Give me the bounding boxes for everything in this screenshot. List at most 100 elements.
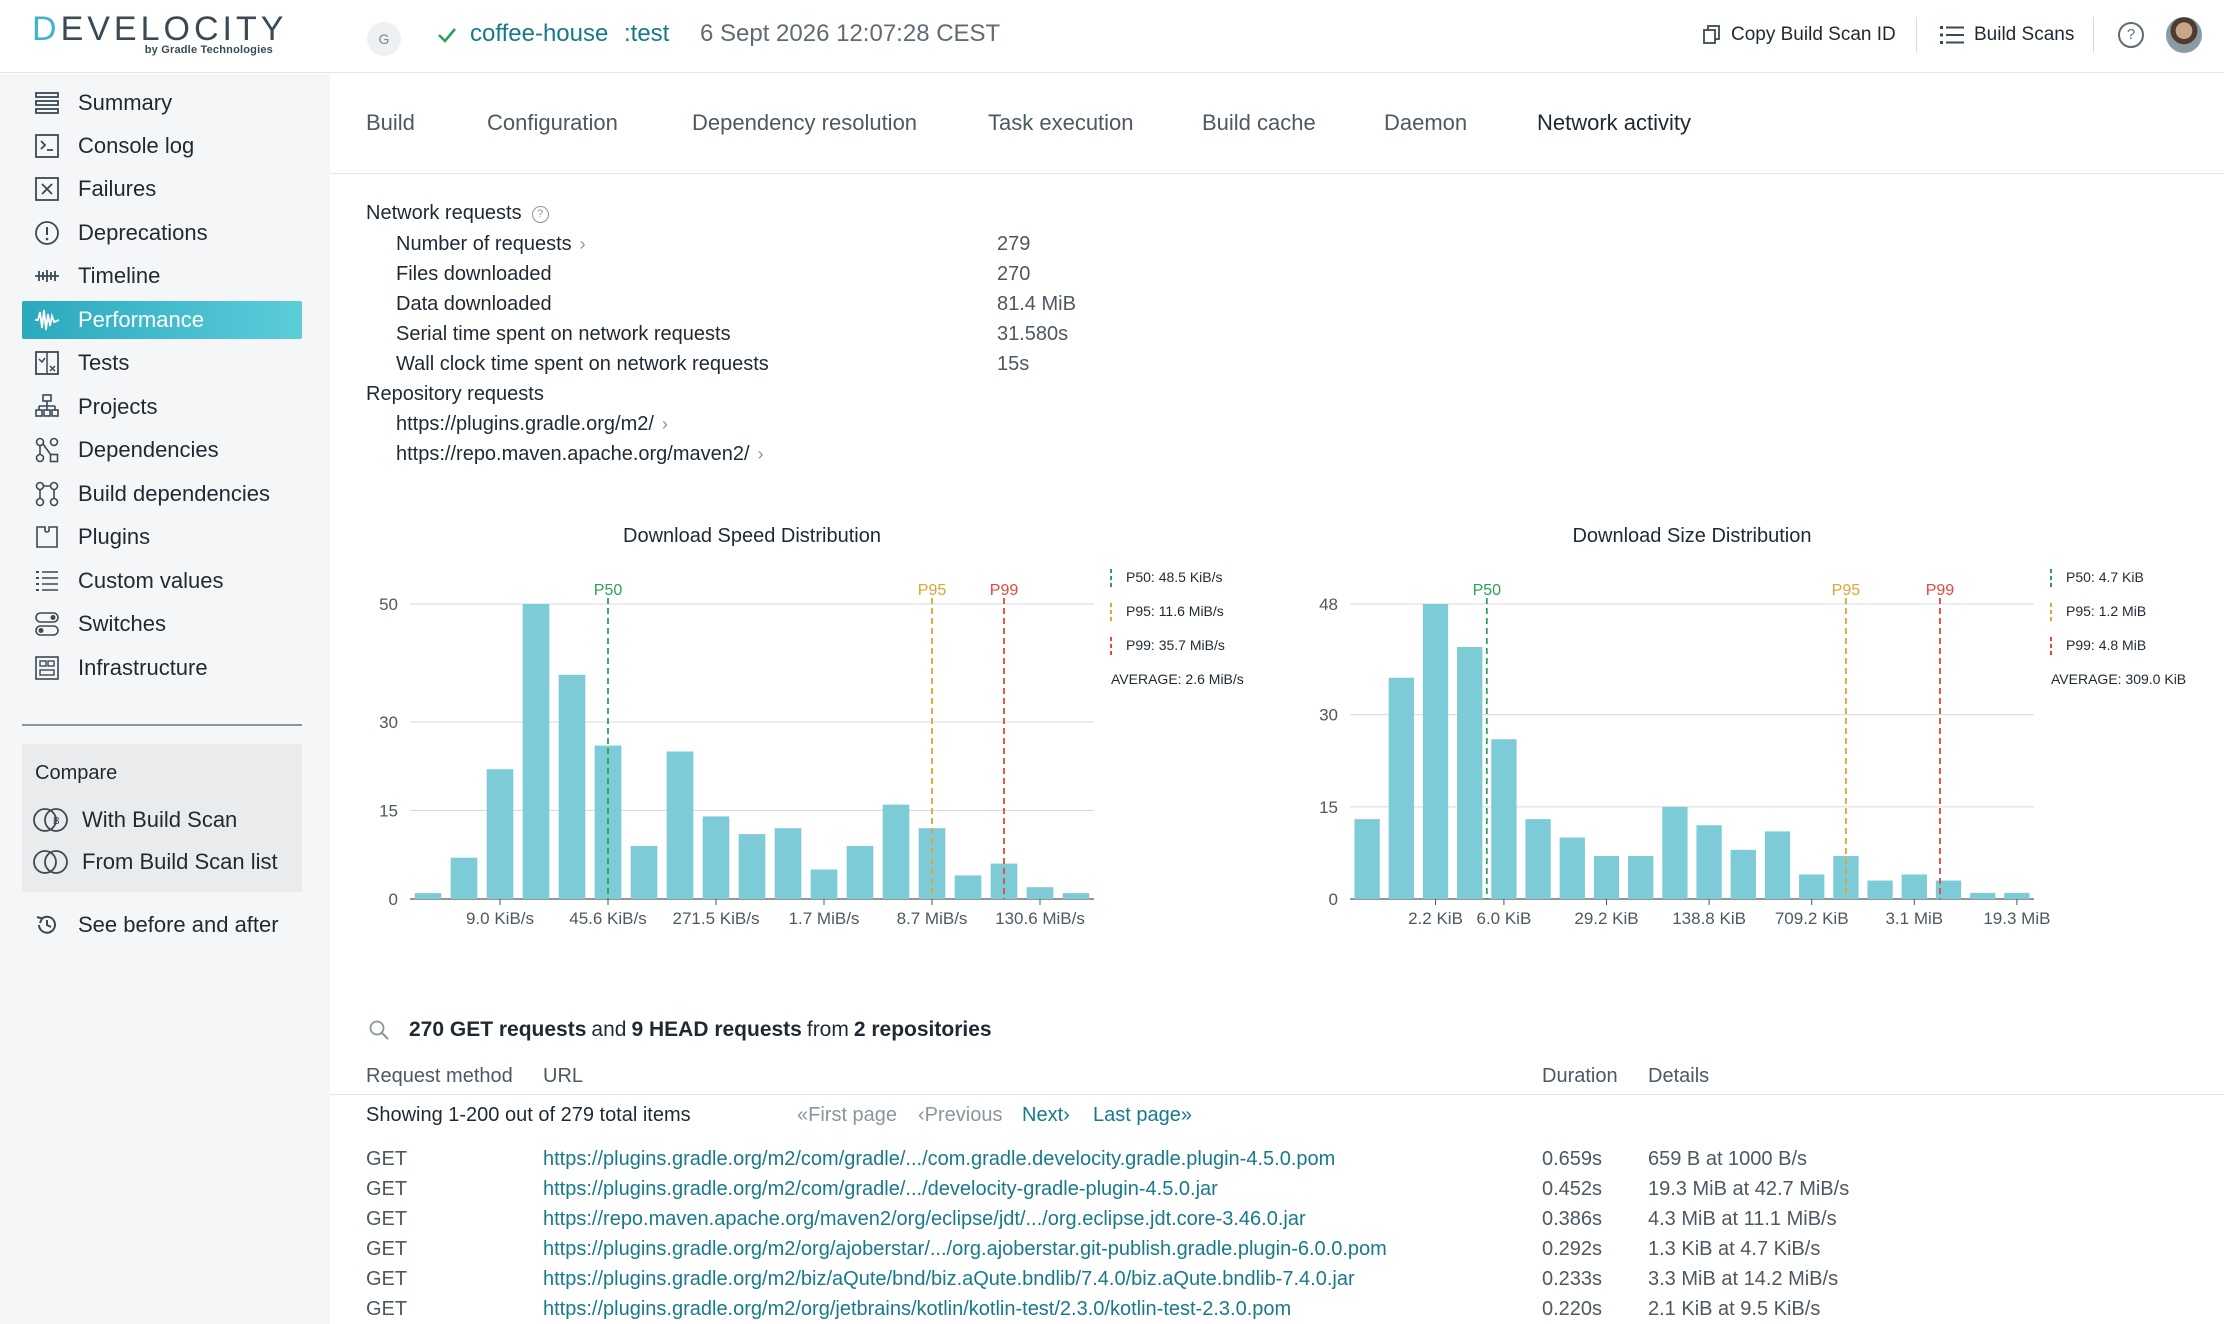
histogram-bar[interactable] [1457,647,1483,899]
tab-daemon[interactable]: Daemon [1384,110,1468,135]
histogram-bar[interactable] [1491,739,1517,899]
compare-with-build-scan[interactable]: B With Build Scan [32,802,237,838]
get-requests-count: 270 GET requests [409,1018,587,1041]
sidebar-item-label: Build dependencies [78,481,271,506]
sidebar-item-summary[interactable]: Summary [22,84,302,122]
repository-requests-title: Repository requests [366,383,544,405]
user-avatar[interactable] [2166,17,2202,53]
histogram-bar[interactable] [702,816,730,899]
histogram-bar[interactable] [1062,893,1090,899]
histogram-bar[interactable] [1970,892,1996,899]
see-before-and-after[interactable]: See before and after [22,906,302,944]
first-page-link[interactable]: «First page [797,1104,898,1126]
histogram-bar[interactable] [1525,819,1551,899]
copy-build-scan-id-button[interactable]: Copy Build Scan ID [1703,20,1896,50]
histogram-bar[interactable] [1764,831,1791,899]
request-url[interactable]: https://plugins.gradle.org/m2/org/ajober… [543,1238,1387,1260]
histogram-bar[interactable] [1662,806,1688,899]
sidebar-item-projects[interactable]: Projects [22,388,302,426]
sidebar-item-label: Performance [78,307,204,332]
repository-link[interactable]: https://plugins.gradle.org/m2/ › [396,413,668,436]
col-duration[interactable]: Duration [1542,1065,1618,1087]
histogram-bar[interactable] [738,834,766,899]
build-scans-button[interactable]: Build Scans [1940,20,2074,50]
histogram-bar[interactable] [1696,825,1722,899]
request-url[interactable]: https://plugins.gradle.org/m2/com/gradle… [543,1178,1218,1200]
histogram-bar[interactable] [486,769,514,899]
sidebar-item-switches[interactable]: Switches [22,605,302,643]
histogram-bar[interactable] [2004,892,2030,899]
sidebar-item-custom-values[interactable]: Custom values [22,562,302,600]
histogram-bar[interactable] [414,893,442,899]
request-duration: 0.452s [1542,1178,1603,1200]
sidebar-item-timeline[interactable]: Timeline [22,257,302,295]
repository-link[interactable]: https://repo.maven.apache.org/maven2/ › [396,443,764,466]
tab-network-activity[interactable]: Network activity [1537,110,1692,135]
compare-with-label: With Build Scan [82,807,238,832]
histogram-bar[interactable] [1628,855,1654,899]
tab-configuration[interactable]: Configuration [487,110,618,135]
histogram-bar[interactable] [1867,880,1893,899]
network-requests-title: Network requests? [366,202,549,225]
tab-dependency-resolution[interactable]: Dependency resolution [692,110,918,135]
number-of-requests-link[interactable]: Number of requests › [396,233,586,256]
sidebar-item-performance[interactable]: Performance [22,301,302,339]
histogram-bar[interactable] [1799,874,1825,899]
sidebar-item-deprecations[interactable]: Deprecations [22,214,302,252]
histogram-bar[interactable] [1422,604,1449,899]
request-url[interactable]: https://plugins.gradle.org/m2/com/gradle… [543,1148,1336,1170]
sidebar-item-label: Dependencies [78,437,219,462]
histogram-bar[interactable] [1730,849,1756,899]
histogram-bar[interactable] [522,604,550,899]
histogram-bar[interactable] [810,869,838,900]
histogram-bar[interactable] [882,804,910,899]
histogram-bar[interactable] [954,875,982,899]
histogram-bar[interactable] [1559,837,1585,899]
histogram-bar[interactable] [630,845,658,899]
console-icon [32,131,62,161]
compare-from-build-scan-list[interactable]: From Build Scan list [32,844,278,880]
y-tick-label: 0 [1329,890,1338,909]
request-url[interactable]: https://plugins.gradle.org/m2/org/jetbra… [543,1298,1292,1320]
histogram-bar[interactable] [1354,819,1380,899]
sidebar-item-failures[interactable]: Failures [22,170,302,208]
col-request-method[interactable]: Request method [366,1065,513,1087]
sidebar-item-dependencies[interactable]: Dependencies [22,431,302,469]
previous-page-link[interactable]: ‹Previous [918,1104,1003,1126]
col-url[interactable]: URL [543,1065,584,1087]
table-header-divider [330,1094,2224,1095]
histogram-bar[interactable] [1388,677,1414,899]
summary-connector: and [591,1018,627,1041]
histogram-bar[interactable] [450,857,478,899]
request-url[interactable]: https://plugins.gradle.org/m2/biz/aQute/… [543,1268,1355,1290]
histogram-bar[interactable] [774,828,802,899]
project-name[interactable]: coffee-house [470,20,609,47]
sidebar-item-console-log[interactable]: Console log [22,127,302,165]
sidebar-item-tests[interactable]: Tests [22,344,302,382]
histogram-bar[interactable] [1026,887,1054,899]
percentile-marker-label: P99 [990,582,1019,599]
next-page-link[interactable]: Next› [1022,1104,1070,1126]
request-url[interactable]: https://repo.maven.apache.org/maven2/org… [543,1208,1306,1230]
develocity-logo[interactable]: DEVELOCITY by Gradle Technologies [32,12,283,58]
sidebar-item-infrastructure[interactable]: Infrastructure [22,649,302,687]
row-value: 279 [997,233,1031,255]
sidebar-item-build-dependencies[interactable]: Build dependencies [22,475,302,513]
histogram-bar[interactable] [1935,880,1962,899]
head-requests-count: 9 HEAD requests [631,1018,802,1041]
histogram-bar[interactable] [1901,874,1927,899]
sidebar-item-label: Plugins [78,524,151,549]
last-page-link[interactable]: Last page» [1093,1104,1192,1126]
help-icon[interactable]: ? [2118,22,2144,48]
tab-build[interactable]: Build [366,110,415,135]
tab-build-cache[interactable]: Build cache [1202,110,1316,135]
tab-task-execution[interactable]: Task execution [988,110,1134,135]
sidebar-item-plugins[interactable]: Plugins [22,518,302,556]
histogram-bar[interactable] [1593,855,1620,899]
info-icon[interactable]: ? [531,206,549,223]
histogram-bar[interactable] [666,751,694,900]
col-details[interactable]: Details [1648,1065,1710,1087]
histogram-bar[interactable] [846,845,874,899]
download-speed-chart: Download Speed Distribution 0 15 30 50 9.0 Ki… [379,525,1244,928]
histogram-bar[interactable] [558,674,586,899]
